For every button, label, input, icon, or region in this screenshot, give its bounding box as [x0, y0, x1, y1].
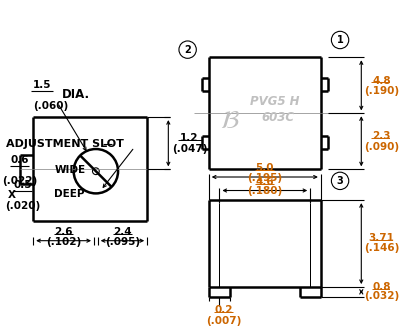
Text: WIDE: WIDE	[54, 165, 86, 175]
Text: (.195): (.195)	[247, 173, 282, 183]
Text: (.146): (.146)	[364, 243, 399, 253]
Text: 4.8: 4.8	[372, 75, 391, 86]
Text: 1.5: 1.5	[33, 80, 52, 90]
Text: (.047): (.047)	[172, 144, 207, 154]
Text: (.090): (.090)	[364, 142, 399, 152]
Text: 4.6: 4.6	[256, 177, 274, 187]
Text: 0.5: 0.5	[13, 180, 32, 190]
Text: 2.4: 2.4	[113, 227, 132, 237]
Text: (.095): (.095)	[105, 237, 140, 247]
Text: 5.0: 5.0	[256, 163, 274, 173]
Text: 2.3: 2.3	[372, 131, 391, 141]
Text: (.032): (.032)	[364, 291, 399, 301]
Text: X: X	[8, 190, 16, 200]
Text: 1: 1	[337, 35, 344, 45]
Text: 2: 2	[184, 44, 191, 55]
Text: (.190): (.190)	[364, 86, 399, 96]
Text: 1.2: 1.2	[180, 133, 199, 143]
Text: DEEP: DEEP	[54, 189, 85, 200]
Text: ADJUSTMENT SLOT: ADJUSTMENT SLOT	[6, 139, 124, 149]
Text: 0.2: 0.2	[214, 305, 232, 315]
Text: DIA.: DIA.	[62, 89, 90, 102]
Text: (.007): (.007)	[206, 316, 241, 326]
Text: $\mathcal{B}$: $\mathcal{B}$	[220, 109, 240, 133]
Text: 2.6: 2.6	[54, 227, 73, 237]
Text: (.102): (.102)	[46, 237, 81, 247]
Text: (.020): (.020)	[5, 201, 40, 211]
Text: 0.8: 0.8	[372, 282, 391, 292]
Text: (.180): (.180)	[247, 187, 282, 197]
Text: (.022): (.022)	[2, 176, 37, 186]
Text: 603C: 603C	[262, 111, 295, 124]
Text: PVG5 H: PVG5 H	[250, 95, 299, 108]
Text: 0.6: 0.6	[10, 155, 29, 165]
Text: 3: 3	[337, 176, 344, 186]
Text: (.060): (.060)	[33, 101, 68, 111]
Text: 3.71: 3.71	[369, 233, 394, 243]
